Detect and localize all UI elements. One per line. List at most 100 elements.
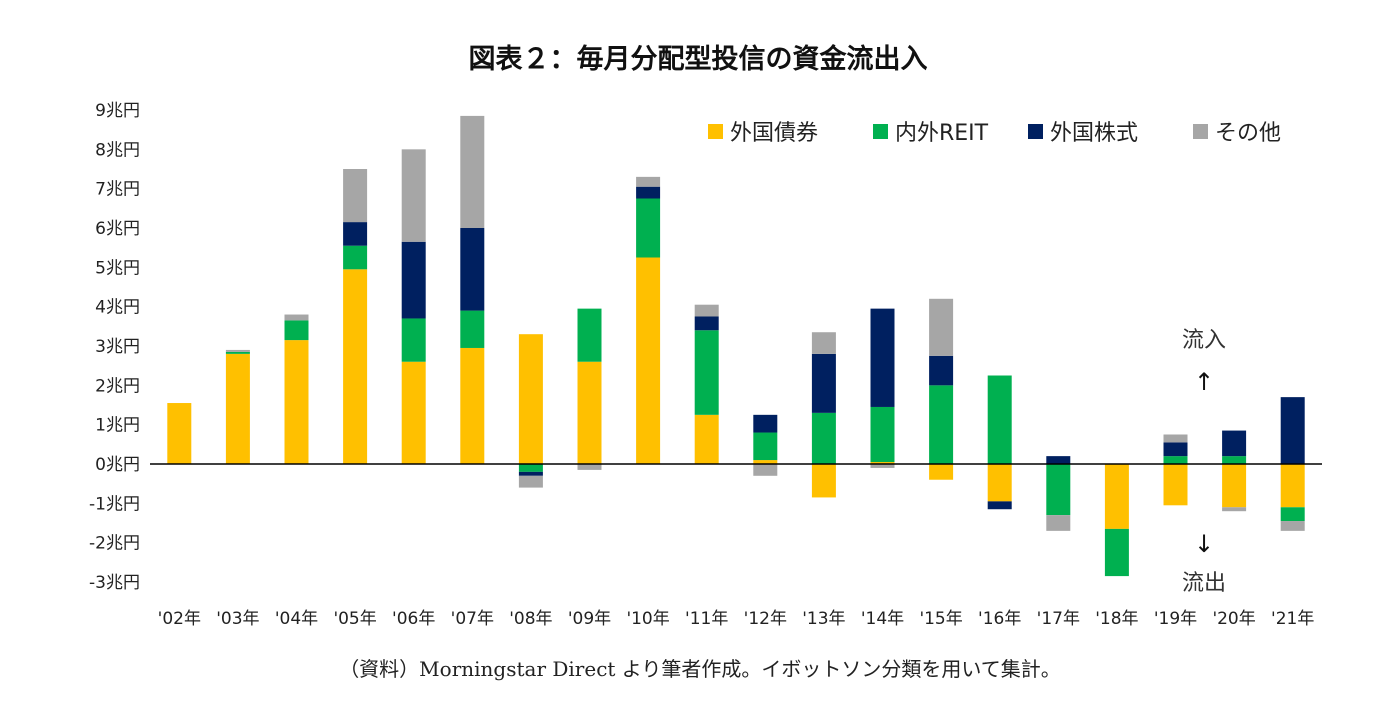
bar-segment — [870, 462, 895, 464]
x-tick-label: '20年 — [1212, 609, 1255, 629]
bar-segment — [401, 361, 426, 464]
bar-segment — [284, 320, 309, 341]
bar-segment — [987, 375, 1012, 464]
x-tick-label: '04年 — [275, 609, 318, 629]
bar-segment — [284, 314, 309, 321]
legend-label: 外国株式 — [1050, 121, 1138, 146]
bar-segment — [577, 361, 602, 464]
bar-segment — [460, 115, 485, 228]
bar-segment — [753, 464, 778, 476]
bar-segment — [343, 169, 368, 223]
y-tick-label: 9兆円 — [95, 101, 140, 121]
bar-segment — [929, 298, 954, 356]
flow-annotations: 流入 ↑ ↓ 流出 — [1182, 328, 1226, 596]
legend-swatch — [1028, 124, 1043, 139]
bar-segment — [343, 245, 368, 270]
x-tick-label: '09年 — [568, 609, 611, 629]
bar-segment — [753, 460, 778, 464]
y-tick-label: 1兆円 — [95, 416, 140, 436]
x-tick-label: '13年 — [802, 609, 845, 629]
legend: 外国債券 内外REIT 外国株式 その他 — [708, 121, 1281, 146]
bar-segment — [401, 318, 426, 362]
bar-segment — [694, 414, 719, 464]
bar-segment — [1104, 464, 1129, 529]
legend-swatch — [1193, 124, 1208, 139]
y-tick-label: 4兆円 — [95, 298, 140, 318]
bar-segment — [694, 304, 719, 317]
y-tick-label: 3兆円 — [95, 337, 140, 357]
bar-segment — [577, 308, 602, 362]
y-tick-label: 6兆円 — [95, 219, 140, 239]
bar-segment — [343, 269, 368, 464]
bar-segment — [753, 414, 778, 433]
bar-segment — [811, 464, 836, 498]
bar-segment — [929, 464, 954, 480]
x-tick-label: '18年 — [1095, 609, 1138, 629]
bar-segment — [1163, 464, 1188, 506]
x-tick-label: '06年 — [392, 609, 435, 629]
bar-segment — [1222, 464, 1247, 508]
bar-segment — [1222, 507, 1247, 512]
legend-label: 内外REIT — [895, 121, 989, 146]
x-tick-label: '21年 — [1271, 609, 1314, 629]
bar-segment — [694, 316, 719, 331]
bar-segment — [518, 464, 543, 472]
x-tick-label: '07年 — [451, 609, 494, 629]
bar-segment — [929, 355, 954, 386]
bar-segment — [460, 228, 485, 311]
bar-segment — [1163, 442, 1188, 457]
y-tick-label: 0兆円 — [95, 455, 140, 475]
x-axis: '02年 '03年 '04年 '05年 '06年 '07年 '08年 '09年 '10年 '11年… — [158, 609, 1315, 629]
x-tick-label: '11年 — [685, 609, 728, 629]
bar-segment — [1104, 528, 1129, 577]
bar-segment — [636, 198, 661, 258]
bar-segment — [518, 471, 543, 476]
bar-segment — [460, 347, 485, 464]
bar-segment — [929, 385, 954, 464]
legend-label: その他 — [1215, 121, 1281, 146]
bars — [167, 115, 1305, 577]
x-tick-label: '19年 — [1154, 609, 1197, 629]
bar-segment — [460, 310, 485, 348]
bar-segment — [1280, 507, 1305, 522]
bar-segment — [811, 412, 836, 464]
legend-swatch — [873, 124, 888, 139]
y-axis: 9兆円 8兆円 7兆円 6兆円 5兆円 4兆円 3兆円 2兆円 1兆円 0兆円 -1兆円 -2兆円 -3… — [89, 101, 140, 593]
bar-segment — [811, 353, 836, 413]
x-tick-label: '02年 — [158, 609, 201, 629]
bar-segment — [753, 432, 778, 461]
down-arrow-icon: ↓ — [1194, 530, 1214, 558]
bar-segment — [518, 334, 543, 464]
bar-segment — [1046, 456, 1071, 464]
y-tick-label: -3兆円 — [89, 573, 140, 593]
bar-segment — [225, 353, 250, 464]
y-tick-label: -1兆円 — [89, 494, 140, 514]
bar-segment — [401, 149, 426, 242]
y-tick-label: 5兆円 — [95, 258, 140, 278]
up-arrow-icon: ↑ — [1194, 368, 1214, 396]
bar-segment — [225, 349, 250, 352]
bar-segment — [577, 464, 602, 470]
x-tick-label: '08年 — [509, 609, 552, 629]
bar-segment — [694, 330, 719, 415]
x-tick-label: '16年 — [978, 609, 1021, 629]
legend-label: 外国債券 — [730, 121, 818, 146]
bar-segment — [343, 222, 368, 246]
bar-segment — [636, 176, 661, 187]
bar-segment — [870, 406, 895, 463]
bar-segment — [225, 351, 250, 354]
legend-swatch — [708, 124, 723, 139]
bar-segment — [1163, 434, 1188, 443]
bar-segment — [636, 186, 661, 199]
x-tick-label: '10年 — [626, 609, 669, 629]
y-tick-label: 2兆円 — [95, 376, 140, 396]
y-tick-label: 7兆円 — [95, 180, 140, 200]
bar-segment — [1222, 430, 1247, 457]
bar-segment — [1163, 456, 1188, 464]
y-tick-label: -2兆円 — [89, 534, 140, 554]
chart-title: 図表２：毎月分配型投信の資金流出入 — [469, 43, 928, 75]
inflow-label: 流入 — [1182, 328, 1226, 353]
bar-segment — [987, 464, 1012, 502]
bar-segment — [1280, 464, 1305, 508]
